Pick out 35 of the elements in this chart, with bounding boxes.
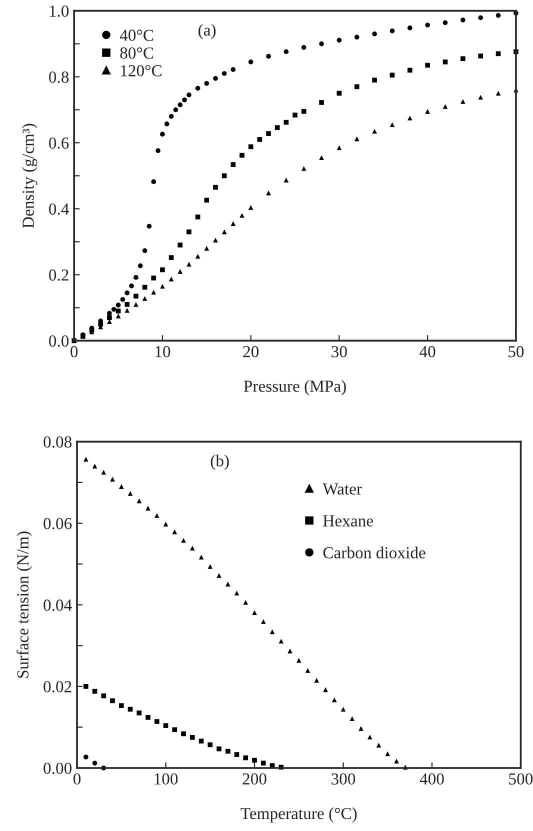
y-tick-label: 0.04 [44, 600, 72, 611]
x-tick-label: 400 [420, 773, 444, 785]
y-axis-title: Surface tension (N/m) [16, 532, 32, 678]
y-tick-label: 0.8 [49, 71, 69, 83]
x-tick-label: 500 [509, 773, 533, 785]
x-tick-label: 0 [70, 346, 78, 358]
legend-label: Water [322, 484, 362, 495]
x-tick-label: 0 [73, 773, 81, 785]
x-tick-label: 200 [242, 773, 266, 785]
x-tick-label: 40 [420, 346, 436, 358]
y-tick-label: 0.2 [49, 269, 68, 281]
y-tick-label: 0.6 [49, 137, 69, 149]
y-tick-label: 0.02 [44, 681, 72, 692]
y-tick-label: 1.0 [50, 6, 69, 17]
legend-label: 40°C [120, 30, 154, 41]
y-tick-label: 0.4 [49, 203, 69, 215]
x-axis-title: Temperature (°C) [240, 807, 357, 823]
annotation: (b) [210, 454, 229, 470]
legend-label: 80°C [120, 47, 154, 59]
y-tick-label: 0.00 [44, 762, 72, 774]
x-axis-title: Pressure (MPa) [244, 380, 346, 396]
x-tick-label: 10 [156, 346, 170, 358]
legend-label: 120°C [121, 65, 162, 76]
y-tick-label: 0.06 [44, 518, 72, 530]
legend-label: Carbon dioxide [323, 546, 426, 558]
annotation: (a) [198, 24, 216, 40]
x-tick-label: 100 [154, 773, 178, 785]
y-tick-label: 0.0 [49, 335, 69, 347]
legend-label: Hexane [323, 515, 373, 526]
y-axis-title: Density (g/cm³) [22, 124, 38, 228]
x-tick-label: 30 [332, 346, 347, 358]
x-tick-label: 300 [332, 773, 356, 785]
x-tick-label: 20 [243, 346, 259, 358]
x-tick-label: 50 [508, 346, 524, 358]
y-tick-label: 0.08 [44, 436, 72, 448]
